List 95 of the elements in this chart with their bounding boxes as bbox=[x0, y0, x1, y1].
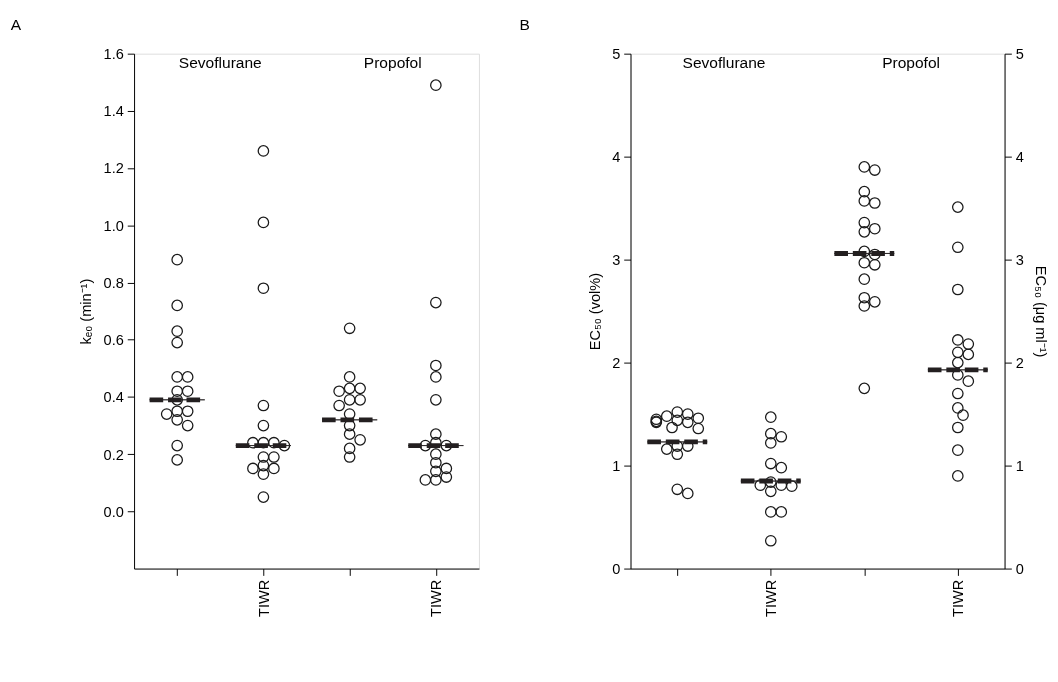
point bbox=[343, 451, 356, 463]
point bbox=[343, 322, 356, 335]
y-axis-title: kₑ₀ (min⁻¹) bbox=[77, 278, 94, 345]
y-tick-label: 1 bbox=[612, 457, 621, 474]
y-tick-label: 0.2 bbox=[103, 446, 124, 463]
point bbox=[257, 459, 270, 472]
point bbox=[343, 442, 356, 455]
point bbox=[257, 491, 270, 503]
y-tick-label: 0 bbox=[612, 560, 621, 577]
point bbox=[171, 385, 184, 398]
point bbox=[430, 79, 442, 91]
point bbox=[951, 402, 964, 414]
chart-title: B bbox=[519, 16, 530, 34]
point bbox=[171, 439, 184, 452]
point bbox=[343, 428, 356, 440]
point bbox=[171, 393, 184, 406]
point bbox=[858, 226, 871, 238]
y2-tick-label: 3 bbox=[1015, 251, 1024, 268]
point bbox=[858, 195, 871, 207]
point bbox=[430, 448, 442, 460]
point bbox=[171, 371, 184, 383]
point bbox=[257, 468, 270, 481]
point bbox=[430, 371, 442, 383]
point bbox=[430, 428, 442, 440]
point bbox=[430, 474, 442, 486]
y-tick-label: 3 bbox=[612, 251, 621, 268]
annotation: Sevoflurane bbox=[682, 54, 766, 72]
annotation: Sevoflurane bbox=[178, 54, 262, 72]
point bbox=[257, 419, 270, 432]
point bbox=[171, 325, 184, 337]
point bbox=[951, 387, 964, 400]
x-tick-label: TIWR bbox=[950, 579, 967, 617]
point bbox=[257, 451, 270, 463]
y-tick-label: 0.0 bbox=[103, 503, 124, 520]
y-tick-label: 0.8 bbox=[103, 274, 124, 291]
point bbox=[343, 371, 356, 383]
point bbox=[171, 299, 184, 312]
point bbox=[343, 382, 356, 395]
point bbox=[430, 393, 442, 406]
point bbox=[171, 454, 184, 466]
point bbox=[951, 470, 964, 482]
y2-tick-label: 1 bbox=[1015, 457, 1024, 474]
point bbox=[257, 145, 270, 157]
point bbox=[858, 291, 871, 304]
x-tick-label: TIWR bbox=[255, 579, 272, 617]
y-tick-label: 1.6 bbox=[103, 46, 124, 63]
point bbox=[858, 300, 871, 312]
point bbox=[858, 256, 871, 269]
point bbox=[257, 436, 270, 449]
point bbox=[343, 393, 356, 406]
point bbox=[171, 414, 184, 426]
y-tick-label: 2 bbox=[612, 354, 621, 371]
y-tick-label: 0.6 bbox=[103, 332, 124, 349]
y2-tick-label: 0 bbox=[1015, 560, 1024, 577]
y-tick-label: 0.4 bbox=[103, 389, 124, 406]
point bbox=[951, 201, 964, 213]
point bbox=[858, 161, 871, 173]
point bbox=[171, 405, 184, 418]
point bbox=[951, 369, 964, 381]
y-axis-title: EC₅₀ (vol%) bbox=[586, 272, 603, 351]
point bbox=[171, 253, 184, 266]
point bbox=[430, 456, 442, 469]
point bbox=[858, 273, 871, 286]
point bbox=[951, 421, 964, 434]
annotation: Propofol bbox=[882, 54, 940, 72]
point bbox=[430, 359, 442, 372]
y2-axis-title: EC₅₀ (μg ml⁻¹) bbox=[1033, 265, 1050, 358]
point bbox=[257, 399, 270, 412]
y2-tick-label: 2 bbox=[1015, 354, 1024, 371]
y2-tick-label: 4 bbox=[1015, 149, 1024, 165]
point bbox=[858, 382, 871, 395]
x-tick-label: TIWR bbox=[763, 579, 780, 617]
point bbox=[430, 296, 442, 309]
y2-tick-label: 5 bbox=[1015, 46, 1024, 63]
point bbox=[951, 283, 964, 296]
point bbox=[951, 346, 964, 359]
point bbox=[951, 334, 964, 346]
point bbox=[858, 245, 871, 258]
x-tick-label: TIWR bbox=[428, 579, 445, 617]
point bbox=[171, 336, 184, 349]
point bbox=[430, 465, 442, 478]
y-tick-label: 1.4 bbox=[103, 103, 124, 120]
annotation: Propofol bbox=[363, 54, 422, 72]
y-tick-label: 1.2 bbox=[103, 160, 124, 177]
y-tick-label: 4 bbox=[612, 149, 621, 165]
point bbox=[951, 356, 964, 369]
y-tick-label: 1.0 bbox=[103, 217, 124, 234]
point bbox=[858, 185, 871, 198]
point bbox=[951, 444, 964, 456]
point bbox=[951, 241, 964, 254]
chart-title: A bbox=[10, 16, 22, 34]
y-tick-label: 5 bbox=[612, 46, 621, 63]
point bbox=[257, 216, 270, 229]
point bbox=[257, 282, 270, 295]
point bbox=[858, 216, 871, 229]
